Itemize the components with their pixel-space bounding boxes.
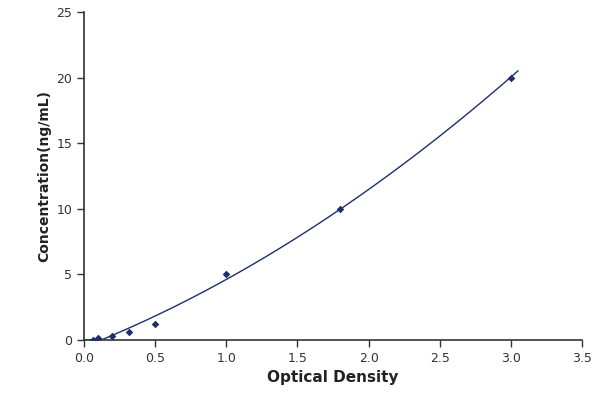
Point (94, 335, 103, 341)
Point (107, 333, 117, 339)
Point (335, 206, 345, 212)
Point (506, 74, 515, 81)
Point (151, 320, 160, 327)
Point (88, 337, 98, 343)
X-axis label: Optical Density: Optical Density (267, 370, 399, 385)
Point (124, 329, 133, 335)
Point (221, 271, 231, 278)
Y-axis label: Concentration(ng/mL): Concentration(ng/mL) (37, 90, 51, 262)
